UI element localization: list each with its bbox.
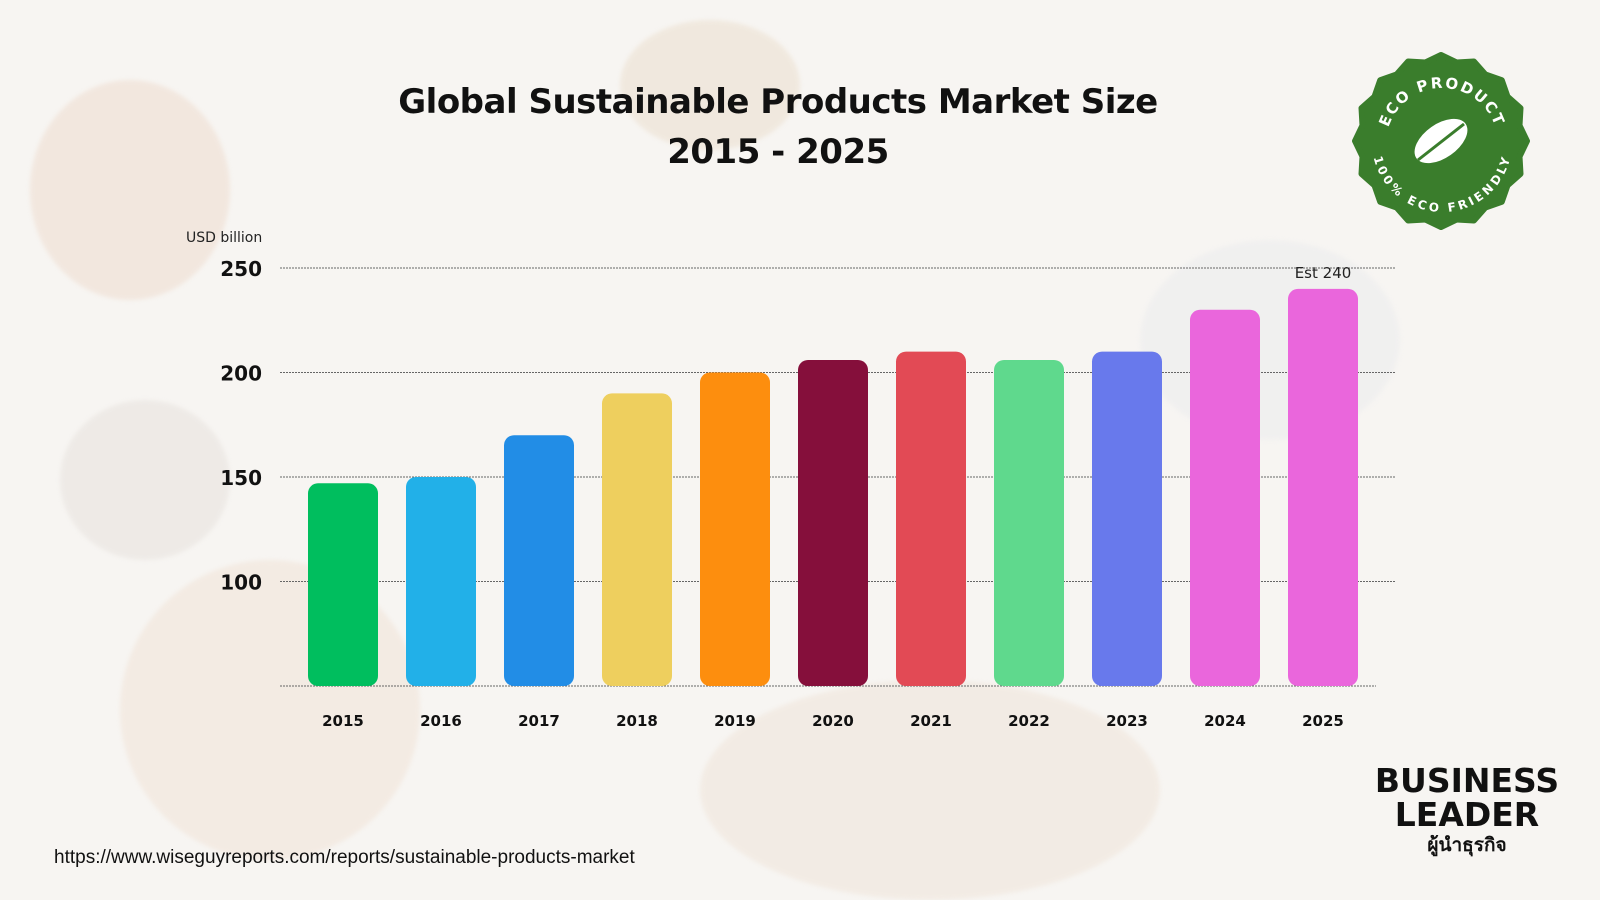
- x-tick-label: 2019: [714, 712, 756, 730]
- x-tick-label: 2024: [1204, 712, 1246, 730]
- brand-line-1: BUSINESS: [1374, 761, 1560, 800]
- bar-2025: [1288, 288, 1358, 686]
- brand-line-3: ผู้นำธุรกิจ: [1427, 834, 1507, 856]
- bar-2016: [406, 477, 476, 686]
- x-tick-label: 2025: [1302, 712, 1344, 730]
- y-axis-label: USD billion: [186, 230, 263, 246]
- bar-2023: [1092, 351, 1162, 686]
- x-tick-label: 2020: [812, 712, 854, 730]
- bar-2024: [1190, 309, 1260, 686]
- x-tick-label: 2016: [420, 712, 462, 730]
- bar-2022: [994, 359, 1064, 686]
- bar-2019: [700, 372, 770, 686]
- x-tick-label: 2022: [1008, 712, 1050, 730]
- y-tick-label: 100: [220, 571, 262, 595]
- x-tick-label: 2017: [518, 712, 560, 730]
- bar-2015: [308, 483, 378, 686]
- chart-subtitle: 2015 - 2025: [667, 132, 889, 172]
- y-tick-label: 250: [220, 257, 262, 281]
- x-tick-label: 2018: [616, 712, 658, 730]
- source-url[interactable]: https://www.wiseguyreports.com/reports/s…: [54, 847, 635, 868]
- x-tick-label: 2023: [1106, 712, 1148, 730]
- bar-2020: [798, 359, 868, 686]
- bar-annotation: Est 240: [1295, 264, 1352, 282]
- business-leader-logo: BUSINESS LEADER ผู้นำธุรกิจ: [1372, 764, 1562, 858]
- y-tick-label: 200: [220, 362, 262, 386]
- eco-product-badge: ECO PRODUCT 100% ECO FRIENDLY: [1352, 52, 1530, 230]
- brand-line-2: LEADER: [1394, 795, 1540, 834]
- x-tick-label: 2015: [322, 712, 364, 730]
- bar-2021: [896, 351, 966, 686]
- bar-2018: [602, 393, 672, 686]
- x-tick-label: 2021: [910, 712, 952, 730]
- bar-2017: [504, 435, 574, 686]
- chart-title: Global Sustainable Products Market Size: [398, 82, 1158, 122]
- leaf-icon: [1414, 118, 1468, 164]
- y-tick-label: 150: [220, 466, 262, 490]
